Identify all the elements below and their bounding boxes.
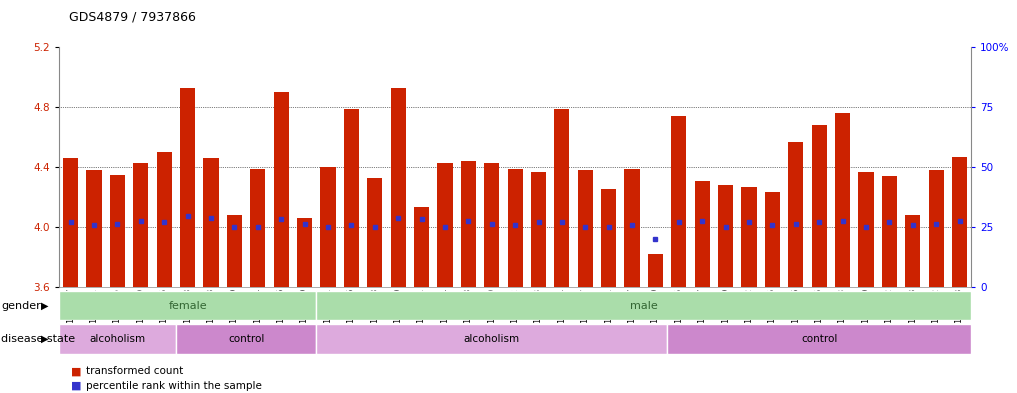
Bar xyxy=(929,170,944,287)
Bar xyxy=(110,174,125,287)
Text: gender: gender xyxy=(1,301,41,310)
Text: ■: ■ xyxy=(71,381,81,391)
Text: ▶: ▶ xyxy=(42,301,49,310)
Bar xyxy=(180,88,195,287)
Text: disease state: disease state xyxy=(1,334,75,344)
Bar xyxy=(507,169,523,287)
Bar xyxy=(858,171,874,287)
Bar xyxy=(414,208,429,287)
Text: ▶: ▶ xyxy=(42,334,49,344)
Bar xyxy=(578,170,593,287)
Text: GDS4879 / 7937866: GDS4879 / 7937866 xyxy=(69,11,196,24)
Bar xyxy=(250,169,265,287)
Text: control: control xyxy=(801,334,837,344)
Text: percentile rank within the sample: percentile rank within the sample xyxy=(86,381,262,391)
Bar xyxy=(671,116,686,287)
Text: control: control xyxy=(228,334,264,344)
Bar xyxy=(86,170,102,287)
Bar xyxy=(59,291,316,320)
Bar xyxy=(667,324,971,354)
Bar xyxy=(203,158,219,287)
Bar xyxy=(882,176,897,287)
Bar xyxy=(601,189,616,287)
Bar xyxy=(624,169,640,287)
Bar xyxy=(437,163,453,287)
Text: alcoholism: alcoholism xyxy=(89,334,145,344)
Bar xyxy=(835,113,850,287)
Bar xyxy=(952,156,967,287)
Bar xyxy=(157,152,172,287)
Bar xyxy=(63,158,78,287)
Text: ■: ■ xyxy=(71,366,81,376)
Bar xyxy=(718,185,733,287)
Bar xyxy=(316,291,971,320)
Bar xyxy=(297,218,312,287)
Bar xyxy=(176,324,316,354)
Bar xyxy=(391,88,406,287)
Bar xyxy=(367,178,382,287)
Bar xyxy=(788,141,803,287)
Bar xyxy=(461,161,476,287)
Bar xyxy=(765,193,780,287)
Bar xyxy=(695,180,710,287)
Bar xyxy=(316,324,667,354)
Bar xyxy=(227,215,242,287)
Text: female: female xyxy=(169,301,206,310)
Bar xyxy=(274,92,289,287)
Text: male: male xyxy=(630,301,658,310)
Bar xyxy=(741,187,757,287)
Bar xyxy=(484,163,499,287)
Bar xyxy=(344,108,359,287)
Bar xyxy=(133,163,148,287)
Bar xyxy=(554,108,570,287)
Text: transformed count: transformed count xyxy=(86,366,184,376)
Bar xyxy=(59,324,176,354)
Bar xyxy=(320,167,336,287)
Bar xyxy=(531,171,546,287)
Bar xyxy=(812,125,827,287)
Text: alcoholism: alcoholism xyxy=(464,334,520,344)
Bar xyxy=(648,254,663,287)
Bar xyxy=(905,215,920,287)
